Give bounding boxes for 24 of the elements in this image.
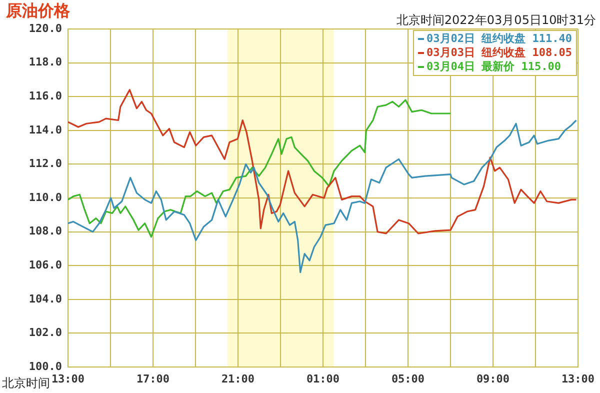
chart-subtitle: 北京时间2022年03月05日10时31分: [396, 13, 596, 27]
x-tick-label: 17:00: [136, 372, 170, 386]
chart-title: 原油价格: [5, 1, 71, 20]
y-tick-label: 118.0: [28, 56, 62, 69]
y-tick-label: 114.0: [28, 123, 62, 136]
y-tick-label: 102.0: [28, 326, 62, 340]
x-tick-label: 13:00: [561, 372, 595, 386]
x-tick-label: 09:00: [476, 372, 510, 386]
x-tick-label: 05:00: [391, 372, 425, 386]
y-tick-label: 120.0: [28, 22, 62, 35]
x-tick-label: 13:00: [51, 372, 85, 386]
legend-label: 03月03日 纽约收盘 108.05: [426, 46, 572, 60]
legend-label: 03月04日 最新价 115.00: [426, 60, 561, 74]
y-tick-label: 112.0: [28, 157, 62, 170]
y-tick-label: 110.0: [28, 190, 62, 204]
y-tick-label: 108.0: [28, 224, 62, 238]
legend-label: 03月02日 纽约收盘 111.40: [426, 32, 572, 46]
y-tick-label: 104.0: [28, 292, 62, 306]
y-tick-label: 100.0: [28, 360, 62, 373]
x-tick-label: 21:00: [221, 372, 255, 386]
x-axis-title: 北京时间: [2, 376, 50, 390]
y-tick-label: 106.0: [28, 258, 62, 272]
y-tick-label: 116.0: [28, 89, 62, 102]
x-tick-label: 01:00: [306, 372, 340, 386]
